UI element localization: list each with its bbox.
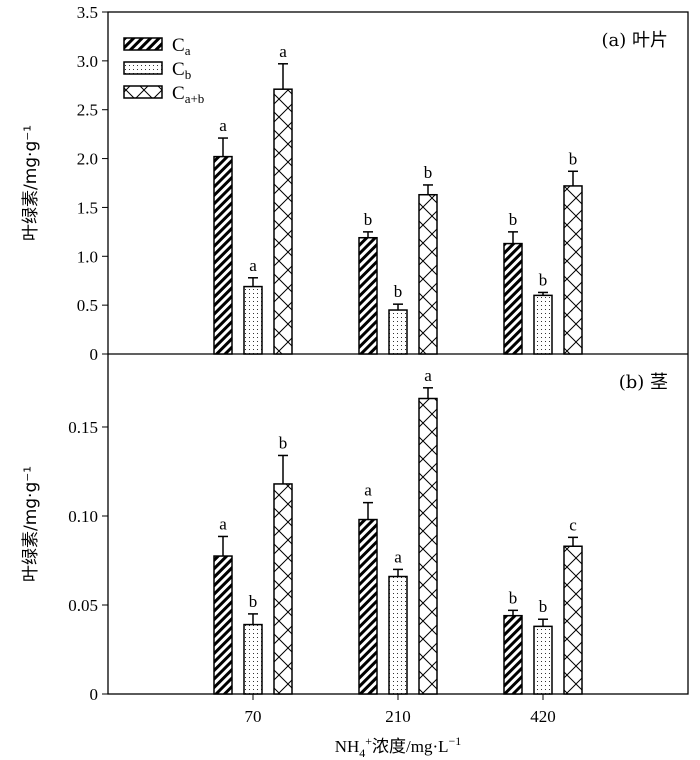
bar-cb-70 bbox=[243, 623, 263, 695]
bar-cab-70 bbox=[273, 88, 293, 355]
y-tick-label: 0 bbox=[90, 345, 99, 364]
y-axis-label: 叶绿素/mg·g⁻¹ bbox=[21, 466, 41, 582]
significance-letter: b bbox=[539, 597, 548, 616]
bar-cb-420 bbox=[533, 625, 553, 695]
y-tick-label: 1.0 bbox=[77, 247, 98, 266]
y-tick-label: 0 bbox=[90, 685, 99, 704]
significance-letter: a bbox=[279, 42, 287, 61]
bar-cb-420 bbox=[533, 294, 553, 355]
bar-ca-420 bbox=[503, 614, 523, 695]
y-axis-label: 叶绿素/mg·g⁻¹ bbox=[21, 125, 41, 241]
significance-letter: a bbox=[424, 366, 432, 385]
significance-letter: b bbox=[539, 270, 548, 289]
panel-title: (b) 茎 bbox=[619, 372, 668, 393]
bar-ca-420 bbox=[503, 242, 523, 355]
significance-letter: b bbox=[394, 282, 403, 301]
y-tick-label: 3.0 bbox=[77, 52, 98, 71]
x-tick-label: 210 bbox=[385, 707, 411, 726]
bar-ca-210 bbox=[358, 518, 378, 695]
bar-cb-210 bbox=[388, 309, 408, 355]
legend-swatch bbox=[123, 37, 163, 51]
bar-ca-70 bbox=[213, 155, 233, 355]
legend-label: Ca+b bbox=[172, 83, 204, 106]
significance-letter: b bbox=[509, 588, 518, 607]
y-tick-label: 1.5 bbox=[77, 198, 98, 217]
legend-swatch bbox=[123, 85, 163, 99]
significance-letter: a bbox=[394, 547, 402, 566]
legend-label: Ca bbox=[172, 35, 191, 58]
significance-letter: b bbox=[279, 433, 288, 452]
significance-letter: b bbox=[509, 210, 518, 229]
bar-cab-420 bbox=[563, 185, 583, 355]
panel-title: (a) 叶片 bbox=[602, 30, 669, 51]
x-tick-label: 70 bbox=[245, 707, 262, 726]
y-tick-label: 2.5 bbox=[77, 101, 98, 120]
y-tick-label: 2.0 bbox=[77, 150, 98, 169]
bar-cab-210 bbox=[418, 397, 438, 695]
bar-cb-70 bbox=[243, 285, 263, 355]
legend-label: Cb bbox=[172, 59, 191, 82]
significance-letter: b bbox=[424, 163, 433, 182]
legend-swatch bbox=[123, 61, 163, 75]
y-tick-label: 0.5 bbox=[77, 296, 98, 315]
y-tick-label: 0.15 bbox=[68, 418, 98, 437]
bar-cab-210 bbox=[418, 193, 438, 355]
significance-letter: b bbox=[249, 592, 258, 611]
bar-cab-70 bbox=[273, 483, 293, 695]
y-tick-label: 0.05 bbox=[68, 596, 98, 615]
significance-letter: a bbox=[219, 116, 227, 135]
bar-ca-70 bbox=[213, 555, 233, 695]
bar-cab-420 bbox=[563, 545, 583, 695]
significance-letter: a bbox=[364, 481, 372, 500]
y-tick-label: 3.5 bbox=[77, 3, 98, 22]
significance-letter: c bbox=[569, 515, 577, 534]
y-tick-label: 0.10 bbox=[68, 507, 98, 526]
significance-letter: a bbox=[219, 514, 227, 533]
x-tick-label: 420 bbox=[530, 707, 556, 726]
significance-letter: a bbox=[249, 256, 257, 275]
bar-ca-210 bbox=[358, 236, 378, 355]
significance-letter: b bbox=[569, 149, 578, 168]
bar-cb-210 bbox=[388, 575, 408, 695]
x-axis-label: NH4+浓度/mg·L−1 bbox=[335, 734, 462, 760]
panel-b: 0 0.05 0.10 0.15 叶绿素/mg·g⁻¹ (b) 茎 70 a b b 210 a a a 4… bbox=[21, 366, 668, 726]
significance-letter: b bbox=[364, 210, 373, 229]
panel-a: 0 0.5 1.0 1.5 2.0 2.5 3.0 3.5 叶绿素/mg·g⁻¹ (a) 叶片 a a… bbox=[21, 3, 668, 364]
